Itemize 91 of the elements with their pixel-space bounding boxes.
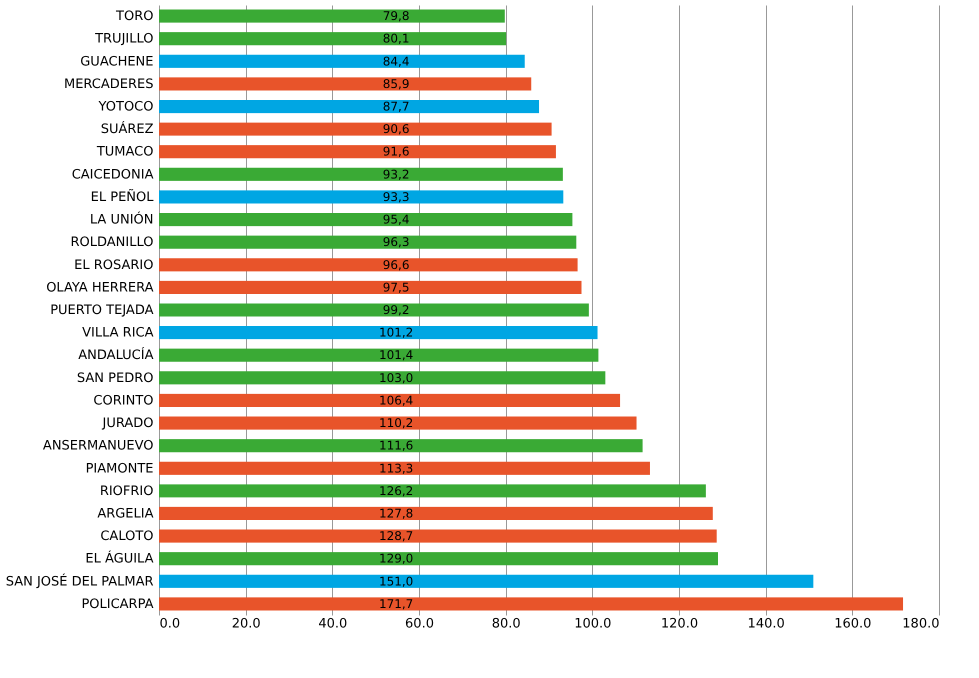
bar (159, 190, 564, 204)
x-tick-label: 140.0 (748, 616, 785, 632)
y-tick-label: PUERTO TEJADA (50, 303, 154, 318)
bar (159, 213, 572, 226)
y-tick-label: VILLA RICA (82, 326, 154, 341)
bar (159, 145, 556, 158)
x-tick-label: 0.0 (160, 616, 180, 632)
y-tick-label: YOTOCO (98, 100, 154, 115)
bar (159, 552, 718, 566)
y-tick-label: TORO (115, 9, 154, 24)
data-label: 106,4 (378, 393, 414, 408)
data-label: 101,2 (378, 326, 414, 340)
data-label: 103,0 (378, 370, 414, 385)
data-label: 84,4 (382, 54, 410, 68)
bar (159, 77, 532, 90)
bar (159, 54, 525, 68)
x-tick-label: 20.0 (232, 616, 261, 632)
data-label: 93,3 (382, 190, 410, 204)
y-tick-label: RIOFRIO (100, 484, 154, 499)
data-label: 93,2 (382, 167, 410, 182)
x-tick-label: 160.0 (834, 616, 872, 632)
bar (159, 416, 637, 430)
bar (159, 303, 589, 317)
y-tick-label: SUÁREZ (100, 120, 154, 138)
bar (159, 530, 717, 543)
bar (159, 574, 814, 588)
y-tick-label: ANDALUCÍA (78, 346, 154, 364)
y-tick-label: TRUJILLO (94, 32, 154, 47)
y-tick-label: ANSERMANUEVO (42, 438, 154, 454)
data-label: 110,2 (378, 416, 414, 430)
data-label: 90,6 (382, 122, 410, 136)
bar (159, 597, 904, 610)
data-label: 113,3 (378, 461, 414, 476)
data-label: 95,4 (382, 212, 410, 227)
bar (159, 122, 552, 136)
x-tick-label: 60.0 (405, 616, 434, 632)
data-label: 101,4 (378, 348, 414, 362)
bar (159, 258, 578, 272)
data-label: 171,7 (378, 596, 414, 611)
bar (159, 506, 713, 520)
y-tick-label: SAN JOSÉ DEL PALMAR (6, 572, 154, 590)
y-tick-label: SAN PEDRO (76, 370, 154, 386)
data-label: 96,3 (382, 235, 410, 250)
data-label: 80,1 (382, 32, 410, 46)
bar (159, 100, 540, 114)
data-label: 91,6 (382, 144, 410, 159)
bar (159, 168, 563, 181)
data-label: 96,6 (382, 258, 410, 272)
y-tick-label: POLICARPA (81, 596, 154, 612)
bar (159, 236, 576, 249)
data-label: 126,2 (378, 484, 414, 498)
bar (159, 484, 706, 498)
y-tick-label: JURADO (102, 416, 154, 432)
y-tick-label: GUACHENE (80, 54, 154, 70)
y-tick-label: TUMACO (96, 144, 154, 160)
data-label: 85,9 (382, 76, 410, 91)
y-tick-label: EL ÁGUILA (85, 550, 154, 567)
data-label: 127,8 (378, 506, 414, 520)
bar (159, 394, 620, 407)
bar (159, 326, 598, 340)
x-tick-label: 180.0 (902, 616, 940, 632)
x-tick-label: 120.0 (660, 616, 698, 632)
data-label: 99,2 (382, 303, 410, 317)
bar (159, 462, 650, 475)
x-tick-label: 80.0 (492, 616, 521, 632)
bar (159, 32, 506, 46)
data-label: 79,8 (382, 9, 410, 24)
x-tick-label: 40.0 (318, 616, 348, 632)
y-tick-label: LA UNIÓN (90, 210, 154, 228)
y-tick-label: ARGELIA (97, 506, 154, 522)
x-tick-label: 100.0 (574, 616, 612, 632)
data-label: 151,0 (378, 574, 414, 588)
y-tick-label: EL ROSARIO (74, 258, 154, 273)
y-tick-label: EL PEÑOL (90, 188, 154, 205)
y-tick-label: MERCADERES (64, 76, 154, 92)
data-label: 129,0 (378, 552, 414, 566)
bar (159, 10, 505, 23)
y-tick-label: ROLDANILLO (70, 235, 154, 250)
y-tick-label: PIAMONTE (86, 461, 154, 476)
y-tick-label: CALOTO (100, 529, 154, 544)
y-tick-label: CAICEDONIA (72, 167, 154, 182)
data-label: 111,6 (378, 438, 414, 453)
y-tick-label: OLAYA HERRERA (46, 280, 154, 296)
data-label: 97,5 (382, 280, 410, 294)
data-label: 128,7 (378, 529, 414, 544)
bar (159, 371, 606, 384)
bar (159, 280, 582, 294)
bar (159, 439, 643, 452)
y-tick-label: CORINTO (93, 393, 154, 408)
bar (159, 348, 598, 362)
data-label: 87,7 (382, 100, 410, 114)
